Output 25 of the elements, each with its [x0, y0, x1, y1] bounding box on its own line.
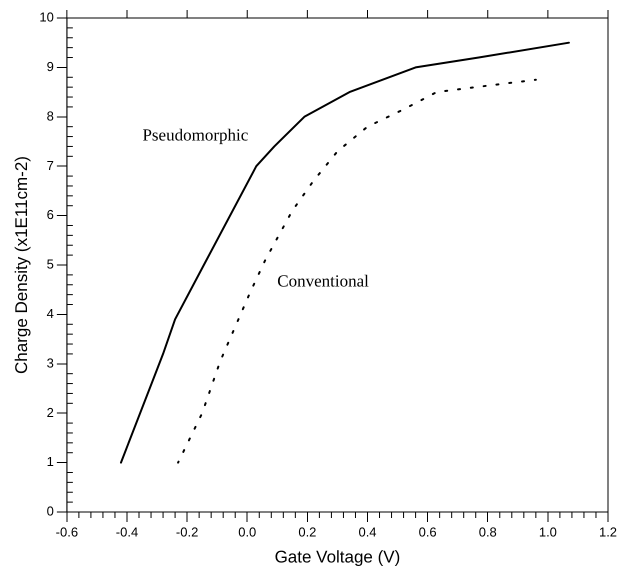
x-axis-title: Gate Voltage (V) [274, 547, 400, 566]
x-tick-label: -0.6 [56, 524, 78, 540]
x-tick-label: 0.8 [478, 524, 497, 540]
y-tick-label: 9 [46, 58, 54, 74]
y-axis-title: Charge Density (x1E11cm-2) [12, 156, 31, 374]
y-tick-label: 0 [46, 504, 54, 519]
y-tick-label: 7 [46, 158, 54, 173]
x-tick-label: 0.2 [298, 524, 316, 540]
y-tick-label: 10 [39, 10, 54, 25]
x-tick-label: 0.4 [358, 524, 377, 540]
y-tick-label: 8 [46, 108, 54, 124]
y-tick-label: 3 [46, 355, 54, 370]
x-tick-label: 1.0 [538, 524, 557, 540]
series-label: Conventional [277, 272, 370, 291]
x-tick-label: -0.4 [116, 524, 138, 540]
y-tick-label: 6 [46, 207, 54, 222]
y-tick-label: 4 [46, 306, 54, 321]
series-label: Pseudomorphic [142, 126, 249, 145]
x-tick-label: 0.6 [418, 524, 437, 540]
x-tick-label: 0.0 [238, 524, 256, 540]
y-tick-label: 1 [46, 454, 54, 470]
y-tick-label: 2 [46, 404, 54, 420]
x-tick-label: 1.2 [598, 524, 618, 540]
y-tick-label: 5 [46, 256, 54, 272]
x-tick-label: -0.2 [176, 524, 198, 540]
